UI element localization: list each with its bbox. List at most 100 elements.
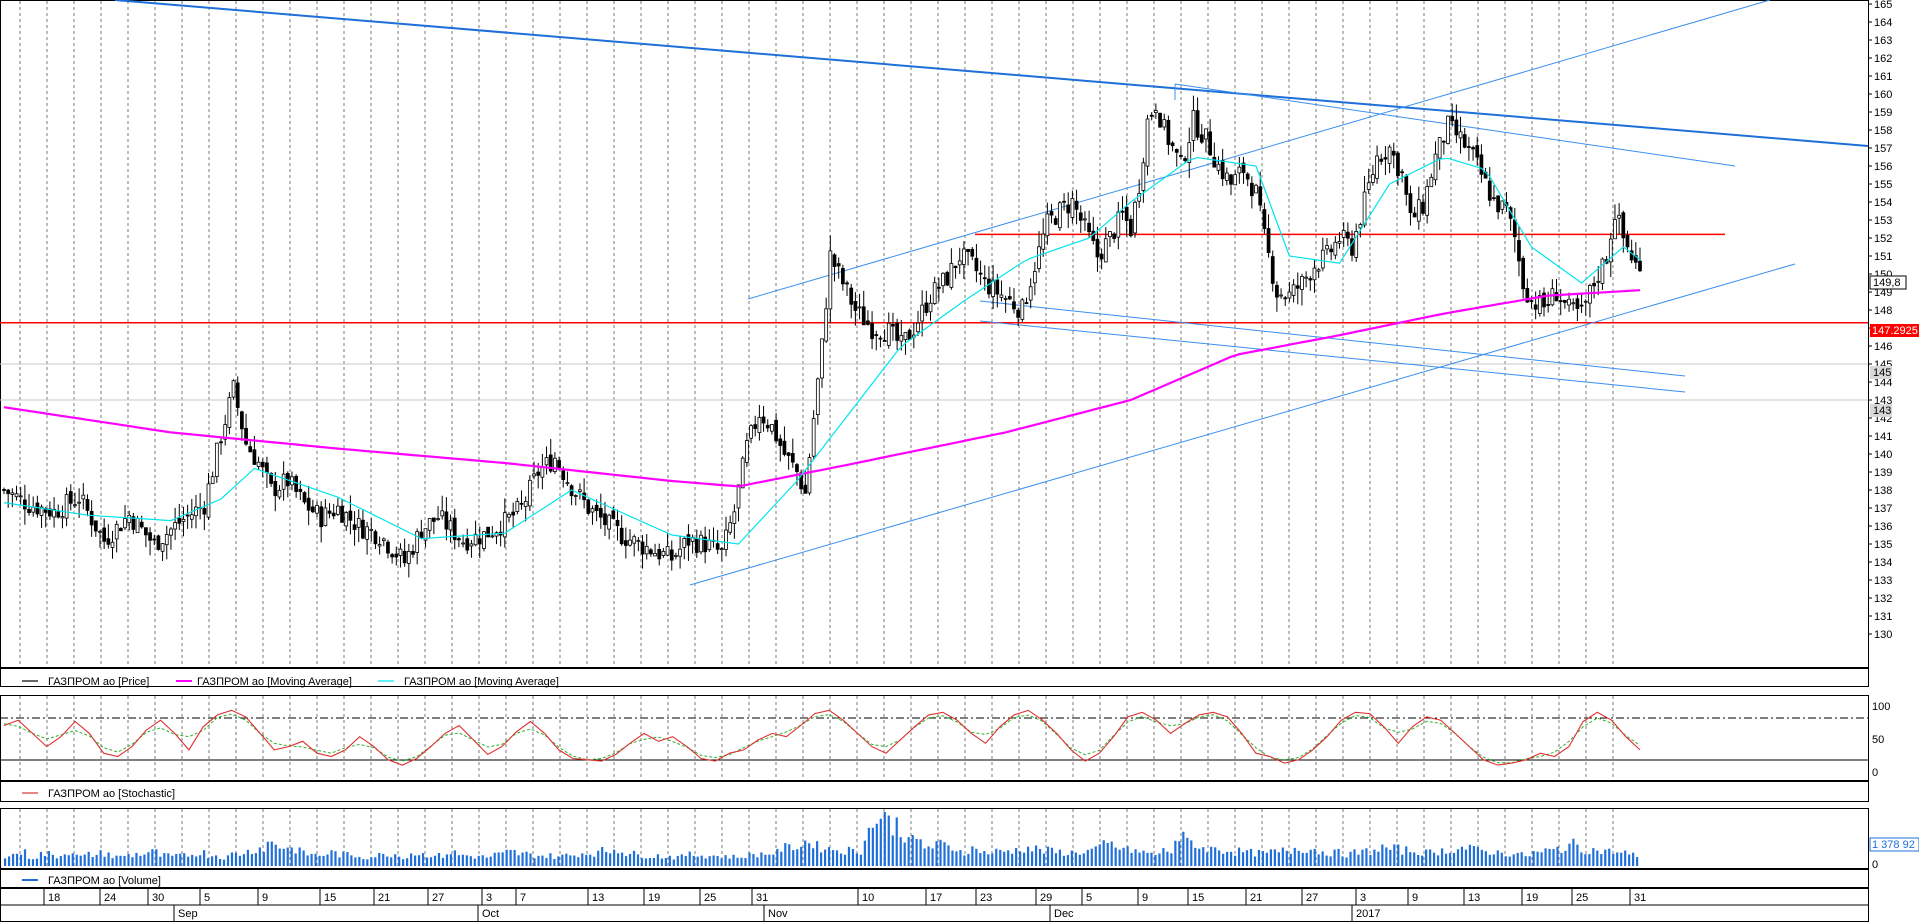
volume-bar — [1628, 854, 1631, 866]
volume-bar — [111, 858, 114, 866]
volume-bar — [63, 854, 66, 866]
volume-bar — [764, 854, 767, 866]
candle-body — [1270, 256, 1275, 284]
volume-bar — [1468, 844, 1472, 866]
volume-bar — [712, 855, 715, 866]
volume-bar — [509, 849, 512, 866]
volume-bar — [1102, 840, 1105, 866]
volume-bar — [218, 859, 222, 866]
candle-body — [31, 506, 36, 513]
candle-body — [1517, 240, 1521, 262]
volume-bar — [676, 856, 679, 866]
candle-body — [436, 518, 440, 520]
candle-body — [265, 462, 269, 474]
candle-body — [102, 527, 107, 542]
volume-bar — [342, 851, 345, 866]
volume-bar — [867, 827, 870, 866]
volume-bar — [1289, 853, 1292, 866]
volume-bar — [421, 853, 425, 866]
volume-bar — [923, 848, 926, 866]
volume-bar — [664, 857, 667, 866]
candle-body — [861, 306, 866, 326]
volume-bar — [83, 854, 86, 866]
candle-body — [715, 543, 720, 550]
candle-body — [1596, 280, 1601, 283]
volume-bar — [1241, 852, 1245, 866]
candle-body — [661, 550, 666, 556]
candle-body — [1078, 212, 1083, 221]
x-day-label: 25 — [704, 892, 716, 904]
candle-body — [1558, 300, 1563, 303]
volume-bar — [1122, 847, 1125, 866]
candle-body — [1638, 260, 1642, 272]
candle-body — [640, 541, 645, 555]
volume-bars — [4, 812, 1639, 866]
volume-bar — [159, 856, 162, 866]
volume-bar — [1285, 850, 1288, 866]
volume-bar — [1576, 844, 1579, 866]
candle-body — [106, 538, 111, 545]
candle-body — [987, 278, 991, 295]
x-month-label: Sep — [178, 908, 198, 920]
volume-bar — [1397, 844, 1400, 866]
volume-bar — [1556, 846, 1559, 866]
volume-bar — [533, 858, 536, 866]
volume-bar — [780, 851, 783, 866]
volume-bar — [191, 854, 194, 866]
candle-body — [223, 424, 228, 440]
price-tick-label: 149 — [1874, 287, 1892, 299]
volume-bar — [1226, 851, 1229, 866]
volume-bar — [1624, 850, 1627, 866]
volume-bar — [103, 856, 106, 866]
volume-bar — [139, 855, 142, 866]
volume-bar — [1401, 854, 1404, 866]
x-day-label: 5 — [1086, 892, 1092, 904]
price-tick-label: 144 — [1874, 377, 1892, 389]
candle-body — [406, 551, 411, 564]
volume-bar — [609, 853, 612, 866]
x-day-label: 9 — [262, 892, 268, 904]
volume-bar — [1460, 846, 1464, 866]
volume-bar — [756, 857, 759, 866]
candle-body — [966, 248, 970, 253]
volume-bar — [724, 855, 727, 866]
candle-body — [1462, 134, 1467, 148]
x-month-label: Nov — [768, 908, 788, 920]
volume-bar — [541, 855, 544, 866]
candle-body — [1583, 300, 1588, 303]
descending-channel-top — [979, 300, 1686, 377]
candle-body — [1287, 291, 1292, 299]
volume-bar — [1257, 849, 1261, 866]
x-day-label: 31 — [756, 892, 768, 904]
volume-bar — [831, 850, 835, 866]
volume-bar — [493, 852, 496, 866]
candle-body — [60, 516, 65, 519]
volume-bar — [768, 854, 771, 866]
candle-body — [110, 541, 115, 548]
volume-bar — [776, 848, 779, 866]
candle-body — [1095, 238, 1100, 258]
candle-body — [928, 302, 933, 313]
volume-bar — [1385, 847, 1388, 866]
volume-bar — [1544, 848, 1547, 866]
volume-bar — [537, 855, 540, 866]
volume-bar — [971, 846, 974, 866]
x-month-label: 2017 — [1356, 908, 1380, 920]
candle-body — [999, 294, 1004, 298]
candle-body — [1404, 175, 1409, 195]
volume-bar — [1162, 848, 1165, 866]
price-tick-label: 141 — [1874, 431, 1892, 443]
candle-body — [402, 550, 407, 564]
price-tick-label: 130 — [1874, 629, 1892, 641]
volume-bar — [688, 851, 691, 866]
volume-bar — [1636, 857, 1639, 866]
price-tick-label: 155 — [1874, 179, 1892, 191]
volume-bar — [1046, 846, 1050, 866]
volume-bar — [883, 812, 886, 866]
candle-body — [444, 511, 449, 530]
volume-bar — [1516, 852, 1519, 866]
volume-bar — [1313, 848, 1316, 866]
candle-body — [452, 517, 457, 541]
volume-bar — [453, 850, 456, 866]
candle-body — [982, 277, 987, 280]
